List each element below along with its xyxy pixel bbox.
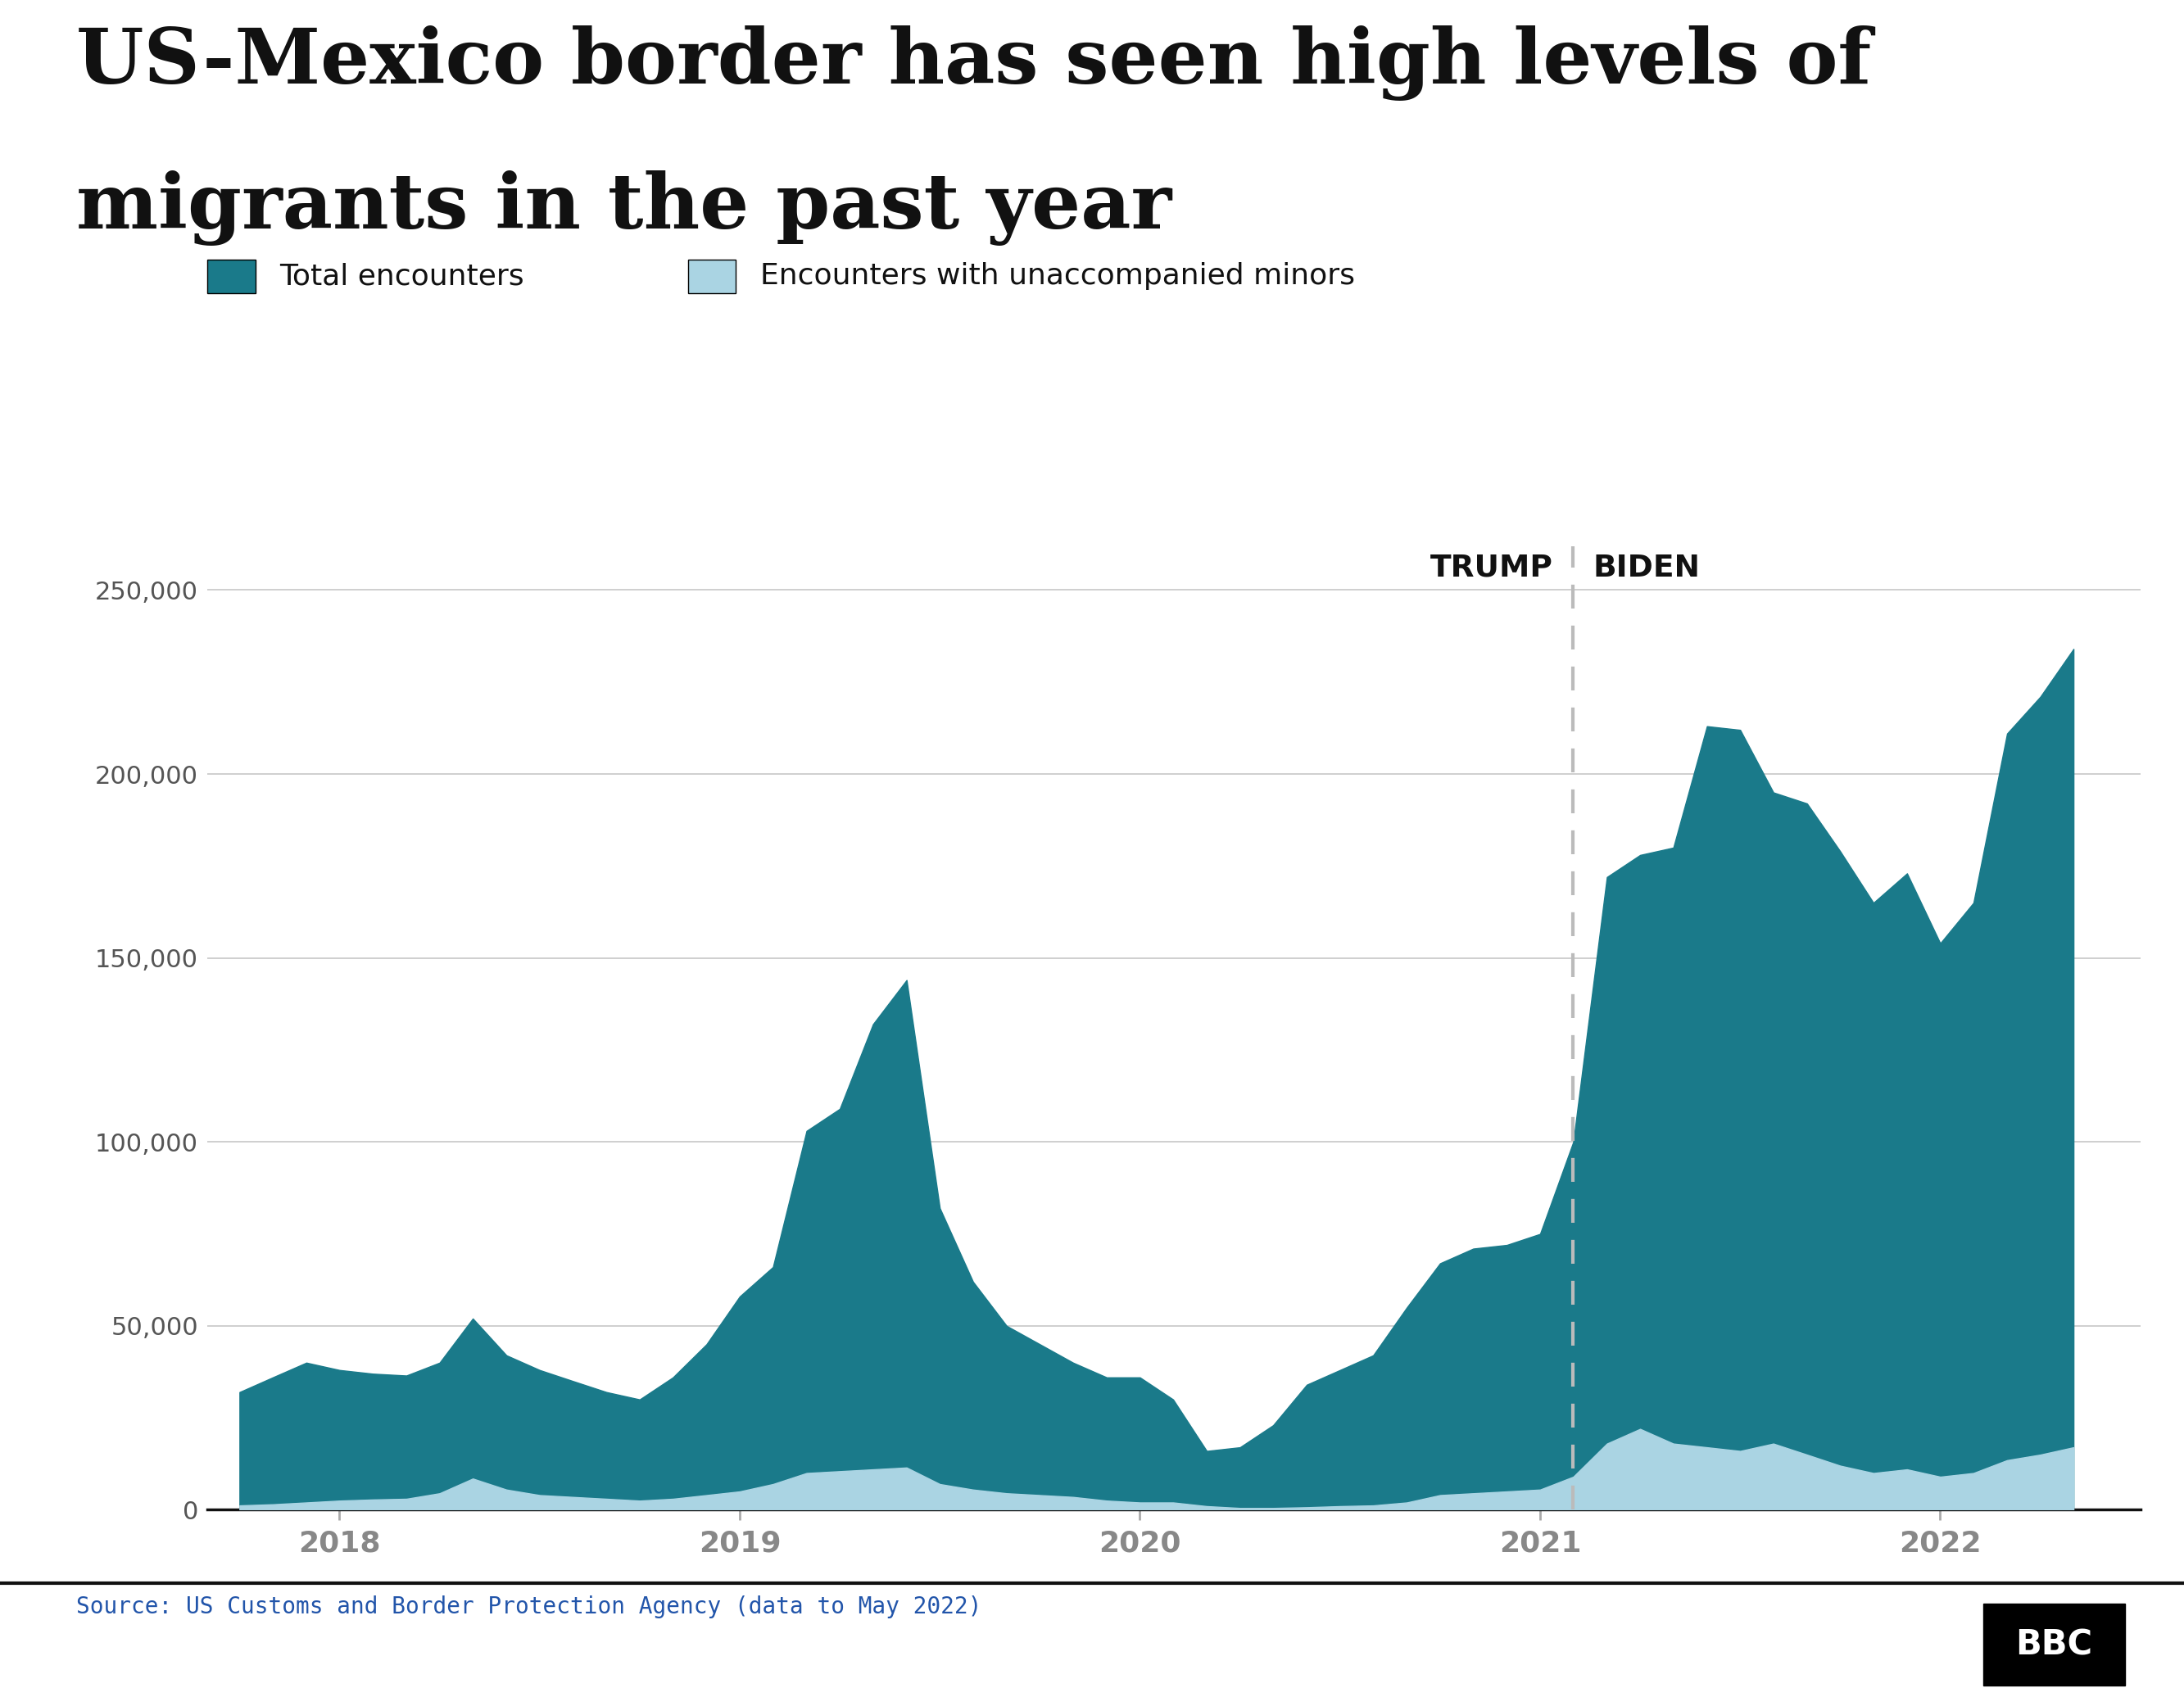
Text: Total encounters: Total encounters: [280, 263, 524, 290]
Text: BBC: BBC: [2016, 1628, 2092, 1662]
Text: Encounters with unaccompanied minors: Encounters with unaccompanied minors: [760, 263, 1354, 290]
Text: BIDEN: BIDEN: [1594, 554, 1701, 583]
Text: Source: US Customs and Border Protection Agency (data to May 2022): Source: US Customs and Border Protection…: [76, 1595, 983, 1617]
Text: TRUMP: TRUMP: [1431, 554, 1553, 583]
Text: US-Mexico border has seen high levels of: US-Mexico border has seen high levels of: [76, 26, 1872, 101]
Text: migrants in the past year: migrants in the past year: [76, 171, 1173, 246]
